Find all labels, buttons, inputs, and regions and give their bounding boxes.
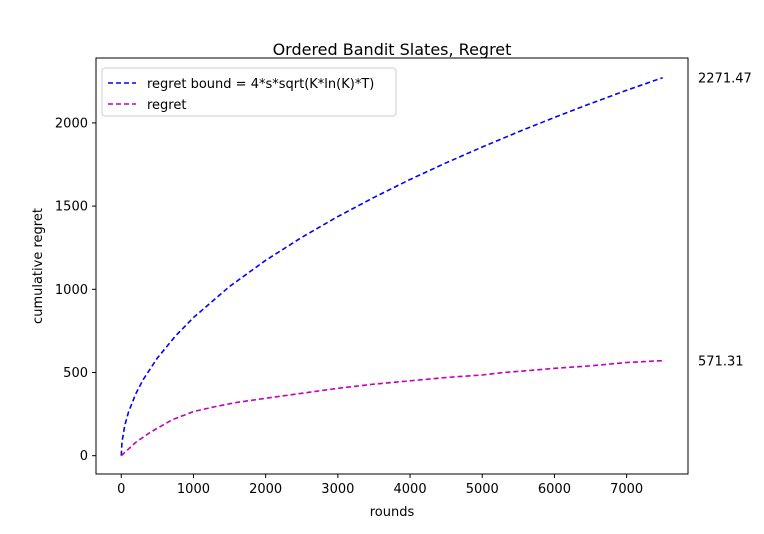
legend: regret bound = 4*s*sqrt(K*ln(K)*T) regre… [101,67,397,117]
x-tick-label: 0 [117,482,125,497]
axes-frame [95,57,689,475]
y-tick-label: 1000 [55,283,88,298]
end-value-label: 571.31 [698,355,744,370]
x-tick-label: 2000 [249,482,282,497]
end-value-label: 2271.47 [698,72,752,87]
x-axis: 0 1000 2000 3000 4000 5000 6000 7000 [117,474,643,497]
legend-label-regret-bound: regret bound = 4*s*sqrt(K*ln(K)*T) [147,77,374,92]
x-tick-label: 3000 [321,482,354,497]
y-tick-label: 0 [80,449,88,464]
y-axis: 0 500 1000 1500 2000 [55,116,96,464]
legend-box [101,67,397,117]
series-line-regret-bound [120,76,663,456]
legend-label-regret: regret [147,98,186,113]
x-tick-label: 1000 [177,482,210,497]
y-axis-label: cumulative regret [31,208,46,324]
end-labels: 2271.47 571.31 [698,72,752,370]
x-axis-label: rounds [370,505,415,520]
x-tick-label: 5000 [466,482,499,497]
y-tick-label: 1500 [55,200,88,215]
chart-title: Ordered Bandit Slates, Regret [273,40,512,59]
y-tick-label: 2000 [55,116,88,131]
plot-area [120,76,663,457]
y-tick-label: 500 [63,366,88,381]
x-tick-label: 6000 [538,482,571,497]
x-tick-label: 7000 [610,482,643,497]
x-tick-label: 4000 [394,482,427,497]
